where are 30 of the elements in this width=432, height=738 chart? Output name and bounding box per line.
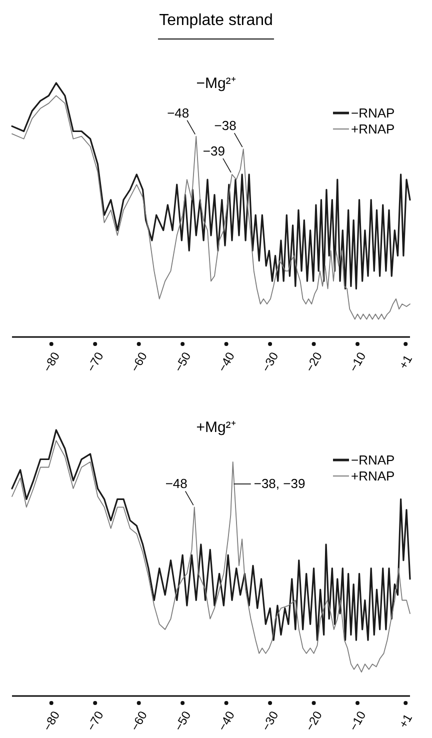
annotation: −38 [214, 118, 236, 134]
annotation: −38, −39 [254, 476, 306, 491]
x-tick-label: −10 [346, 708, 369, 734]
x-tick-label: −80 [40, 349, 63, 374]
x-tick-label: −30 [258, 349, 282, 374]
chart-subtitle: +Mg²⁺ [196, 419, 236, 436]
x-tick-label: −40 [215, 708, 238, 734]
x-tick-label: +1 [396, 352, 416, 372]
legend-label: −RNAP [351, 452, 395, 468]
x-tick-label: −80 [40, 708, 63, 734]
legend-label: −RNAP [351, 106, 395, 120]
x-tick-label: −60 [128, 349, 150, 374]
x-tick-label: −10 [346, 349, 369, 374]
x-tick-label: −50 [171, 349, 194, 374]
x-tick-label: −70 [84, 708, 106, 734]
annotation: −48 [165, 476, 188, 492]
chart-subtitle: −Mg²⁺ [196, 75, 236, 92]
chart-title: Template strand [159, 12, 273, 29]
legend-label: +RNAP [351, 468, 395, 484]
x-tick-label: −50 [171, 708, 194, 734]
x-tick-label: −60 [128, 708, 150, 734]
x-tick-label: −70 [84, 349, 106, 374]
x-tick-label: −30 [258, 708, 282, 734]
x-tick-label: −40 [215, 349, 238, 374]
legend-label: +RNAP [351, 122, 395, 136]
annotation: −48 [167, 105, 190, 120]
x-tick-label: +1 [396, 711, 416, 730]
x-tick-label: −20 [302, 708, 326, 734]
x-tick-label: −20 [302, 349, 326, 374]
annotation: −39 [202, 143, 225, 158]
